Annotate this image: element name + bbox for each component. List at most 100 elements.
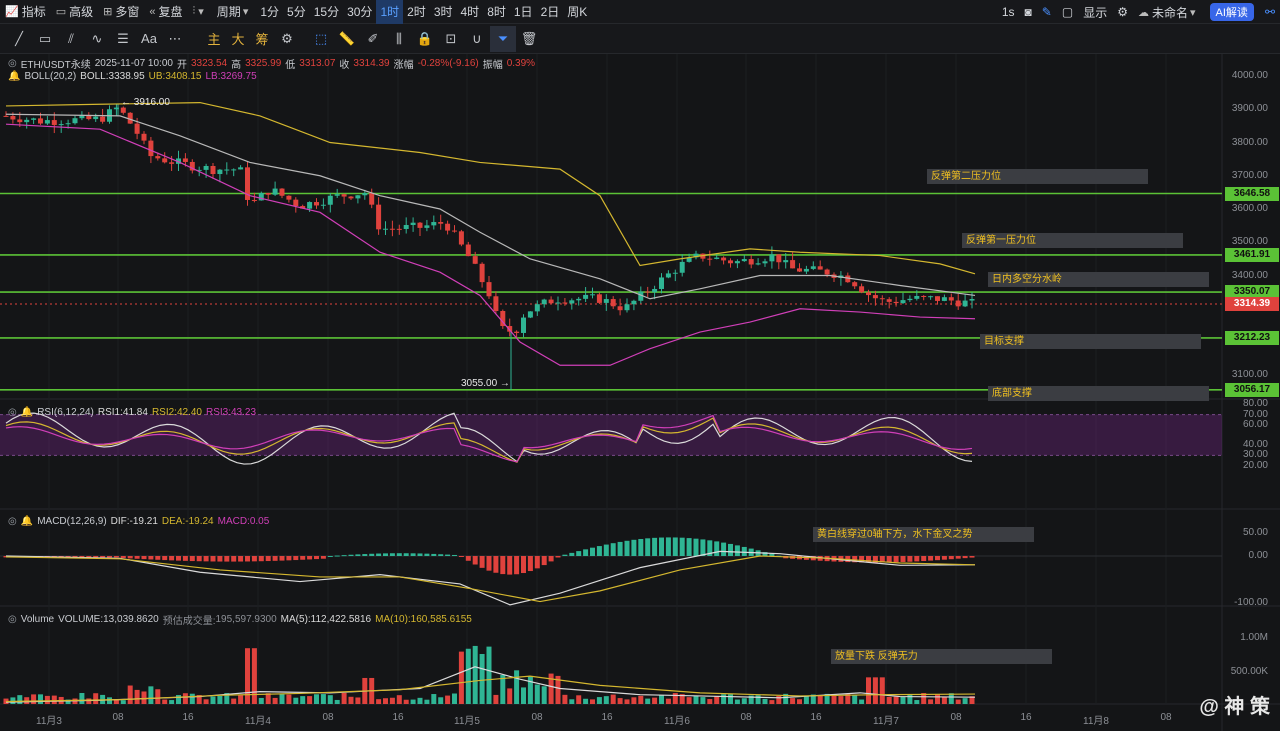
advanced-icon: ▭ [55,6,67,18]
price-tag: 3461.91 [1225,247,1279,262]
layout-icon[interactable]: ▢ [1061,5,1074,19]
text-tool-icon[interactable]: Aa [141,31,157,46]
chart-canvas[interactable] [0,54,1280,731]
grid-icon: ⊞ [103,6,113,18]
macd-bar [162,556,168,561]
macd-bar [113,556,119,558]
annotation-pivot[interactable]: 日内多空分水岭 [988,272,1209,287]
volume-bar [935,694,940,704]
macd-bar [176,556,181,561]
timeframe-11[interactable]: 周K [567,5,588,19]
timeframe-3[interactable]: 30分 [347,5,373,19]
hide-tool-icon[interactable]: ⊡ [445,30,457,46]
candle-tool-icon[interactable]: ⫼ [396,30,402,46]
timeframe-5[interactable]: 2时 [407,5,426,19]
eye-icon[interactable]: ◎ [8,407,17,418]
channel-tool-icon[interactable]: ⫽ [68,30,74,46]
big-order-button[interactable]: 大 [231,32,245,47]
more-tools-icon[interactable]: ⋯ [168,30,182,46]
candle-body [410,222,416,225]
chart-type-button[interactable]: ⫶ ▾ [188,0,212,24]
settings-tool-icon[interactable]: ⚙ [281,30,293,46]
pencil-icon[interactable]: ✎ [1041,5,1052,19]
lock-tool-icon[interactable]: 🔒 [416,30,434,46]
bell-icon[interactable]: 🔔 [8,71,21,82]
brush-tool-icon[interactable]: ✐ [367,30,379,46]
macd-bar [762,552,768,556]
macd-bar [631,539,637,556]
share-icon[interactable]: ⚯ [1264,5,1275,19]
trash-tool-icon[interactable]: 🗑 [520,30,538,46]
camera-icon[interactable]: ◙ [1024,5,1032,19]
gear-icon[interactable]: ⚙ [1117,5,1128,19]
macd-bar [852,556,858,563]
timeframe-8[interactable]: 8时 [487,5,506,19]
annotation-target-support[interactable]: 目标支撑 [980,334,1201,349]
macd-bar [141,556,147,560]
candle-body [210,165,216,175]
volume-bar [189,693,195,704]
chip-button[interactable]: 筹 [255,32,269,47]
main-force-button[interactable]: 主 [207,32,221,47]
period-dropdown[interactable]: 周期 ▾ [216,5,249,19]
bell-icon[interactable]: 🔔 [20,407,34,418]
candle-body [86,114,92,120]
candle-body [790,260,796,269]
display-button[interactable]: 显示 [1083,5,1108,20]
timeframe-0[interactable]: 1分 [260,5,280,19]
rectangle-tool-icon[interactable]: ▭ [38,30,52,46]
candle-body [527,311,533,318]
price-tag: 3314.39 [1225,296,1279,311]
interval-button[interactable]: 1s [1001,5,1015,19]
chart-area[interactable]: ◎ ETH/USDT永续 2025-11-07 10:00 开 3323.54 高… [0,54,1280,731]
annotation-resistance-2[interactable]: 反弹第二压力位 [927,169,1148,184]
macd-axis-label: -100.00 [1234,596,1268,608]
candle-body [617,306,623,311]
bell-icon[interactable]: 🔔 [20,516,34,527]
advanced-button[interactable]: ▭ 高级 [55,5,94,19]
timeframe-1[interactable]: 5分 [287,5,306,19]
macd-bar [955,556,961,559]
annotation-macd[interactable]: 黄白线穿过0轴下方，水下金叉之势 [813,527,1034,542]
volume-bar [376,699,382,704]
filter-tool-icon[interactable]: ⏷ [490,25,516,52]
timeframe-6[interactable]: 3时 [433,5,453,19]
eye-icon[interactable]: ◎ [8,58,17,69]
eye-icon[interactable]: ◎ [8,516,17,527]
macd-bar [300,556,306,560]
ruler-tool-icon[interactable]: 📏 [338,30,356,46]
cloud-layout-button[interactable]: ☁ 未命名 ▾ [1137,5,1196,20]
timeframe-2[interactable]: 15分 [313,5,340,19]
candle-body [307,202,313,209]
wave-tool-icon[interactable]: ∿ [91,30,103,46]
volume-bar [886,696,892,704]
candle-body [286,195,292,200]
macd-bar [396,553,402,556]
magnet-tool-icon[interactable]: ∪ [472,30,482,46]
candle-body [362,193,368,196]
eye-icon[interactable]: ◎ [8,614,17,625]
annotation-bottom-support[interactable]: 底部支撑 [988,386,1209,401]
annotation-resistance-1[interactable]: 反弹第一压力位 [962,233,1183,248]
volume-bar [824,693,830,704]
timeframe-10[interactable]: 2日 [540,5,560,19]
macd-bar [314,556,319,560]
replay-button[interactable]: «复盘 [149,5,183,19]
ai-analysis-button[interactable]: AI解读 [1209,3,1254,21]
indicators-button[interactable]: 📈 指标 [5,5,46,19]
volume-bar [686,697,692,704]
line-tool-icon[interactable]: ╱ [15,30,23,46]
volume-bar [838,696,844,704]
timeframe-4[interactable]: 1时 [376,0,404,24]
fibonacci-tool-icon[interactable]: ☰ [117,30,129,46]
candle-body [169,162,175,164]
macd-bar [320,556,326,559]
macd-bar [610,543,616,556]
timeframe-9[interactable]: 1日 [513,5,533,19]
select-tool-icon[interactable]: ⬚ [314,30,328,46]
volume-bar [479,654,485,704]
multi-window-button[interactable]: ⊞ 多窗 [103,5,140,19]
annotation-volume[interactable]: 放量下跌 反弹无力 [831,649,1052,664]
volume-bar [472,645,478,704]
timeframe-7[interactable]: 4时 [460,5,480,19]
